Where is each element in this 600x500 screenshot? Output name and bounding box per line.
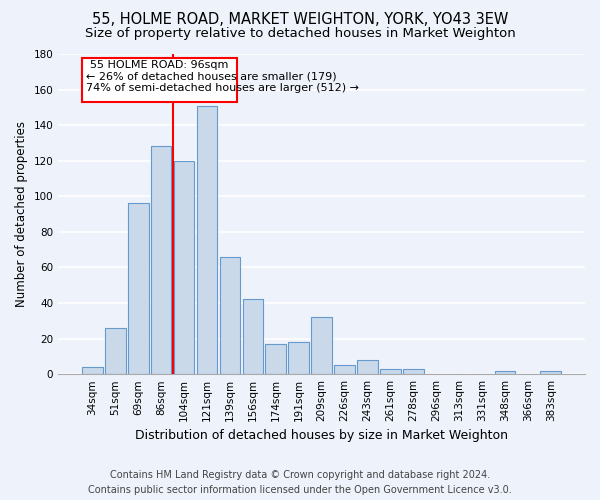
Text: Size of property relative to detached houses in Market Weighton: Size of property relative to detached ho… (85, 28, 515, 40)
Bar (403, 369, 424, 374)
Bar (174, 160, 194, 374)
Text: 55, HOLME ROAD, MARKET WEIGHTON, YORK, YO43 3EW: 55, HOLME ROAD, MARKET WEIGHTON, YORK, Y… (92, 12, 508, 28)
Bar (220, 257, 240, 374)
Bar (242, 300, 263, 374)
Bar (541, 370, 561, 374)
Text: 55 HOLME ROAD: 96sqm: 55 HOLME ROAD: 96sqm (90, 60, 229, 70)
Bar (311, 318, 332, 374)
Bar (380, 369, 401, 374)
Text: Contains HM Land Registry data © Crown copyright and database right 2024.
Contai: Contains HM Land Registry data © Crown c… (88, 470, 512, 495)
Bar (334, 366, 355, 374)
Bar (82, 58, 237, 102)
Bar (82, 367, 103, 374)
Bar (105, 328, 125, 374)
Bar (197, 106, 217, 374)
Bar (128, 204, 149, 374)
Y-axis label: Number of detached properties: Number of detached properties (15, 121, 28, 307)
Bar (151, 146, 172, 374)
X-axis label: Distribution of detached houses by size in Market Weighton: Distribution of detached houses by size … (135, 430, 508, 442)
Bar (357, 360, 378, 374)
Bar (289, 342, 309, 374)
Bar (265, 344, 286, 374)
Text: 74% of semi-detached houses are larger (512) →: 74% of semi-detached houses are larger (… (86, 84, 359, 94)
Text: ← 26% of detached houses are smaller (179): ← 26% of detached houses are smaller (17… (86, 72, 336, 82)
Bar (494, 370, 515, 374)
